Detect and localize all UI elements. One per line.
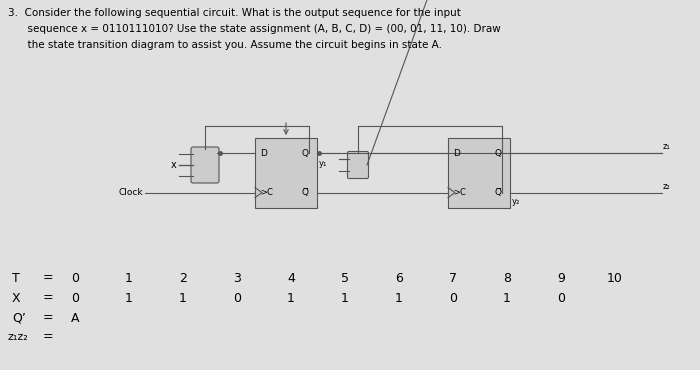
Text: 8: 8 — [503, 272, 511, 285]
Text: X: X — [12, 292, 20, 305]
FancyBboxPatch shape — [255, 138, 317, 208]
Text: 0: 0 — [71, 292, 79, 305]
Text: 1: 1 — [287, 292, 295, 305]
Text: Q: Q — [494, 149, 501, 158]
Text: 1: 1 — [503, 292, 511, 305]
Text: 7: 7 — [449, 272, 457, 285]
Text: y₂: y₂ — [512, 196, 520, 206]
Text: =: = — [43, 292, 53, 305]
Text: 1: 1 — [125, 272, 133, 285]
Text: 6: 6 — [395, 272, 403, 285]
FancyBboxPatch shape — [448, 138, 510, 208]
Text: 10: 10 — [607, 272, 623, 285]
Text: T: T — [12, 272, 20, 285]
Text: 1: 1 — [179, 292, 187, 305]
Text: x: x — [171, 160, 176, 170]
Text: the state transition diagram to assist you. Assume the circuit begins in state A: the state transition diagram to assist y… — [8, 40, 442, 50]
FancyBboxPatch shape — [347, 151, 368, 178]
Text: D: D — [453, 149, 460, 158]
Text: 4: 4 — [287, 272, 295, 285]
Text: D: D — [260, 149, 267, 158]
Text: Q̅: Q̅ — [301, 188, 308, 197]
Text: 0: 0 — [449, 292, 457, 305]
Text: >C: >C — [453, 188, 466, 197]
Text: 1: 1 — [395, 292, 403, 305]
Text: 3: 3 — [233, 272, 241, 285]
Text: 1: 1 — [341, 292, 349, 305]
Text: 9: 9 — [557, 272, 565, 285]
Text: 0: 0 — [233, 292, 241, 305]
Text: =: = — [43, 312, 53, 324]
Text: sequence x = 0110111010? Use the state assignment (A, B, C, D) = (00, 01, 11, 10: sequence x = 0110111010? Use the state a… — [8, 24, 500, 34]
Text: Q: Q — [301, 149, 308, 158]
FancyBboxPatch shape — [191, 147, 219, 183]
Text: 5: 5 — [341, 272, 349, 285]
Text: 0: 0 — [71, 272, 79, 285]
Text: 1: 1 — [125, 292, 133, 305]
Text: 0: 0 — [557, 292, 565, 305]
Text: Q’: Q’ — [12, 312, 26, 324]
Text: Q̅: Q̅ — [494, 188, 501, 197]
Text: 3.  Consider the following sequential circuit. What is the output sequence for t: 3. Consider the following sequential cir… — [8, 8, 461, 18]
Text: 2: 2 — [179, 272, 187, 285]
Text: z₂: z₂ — [663, 182, 671, 191]
Text: =: = — [43, 272, 53, 285]
Text: y₁: y₁ — [319, 159, 328, 168]
Text: =: = — [43, 330, 53, 343]
Text: z₁: z₁ — [663, 142, 671, 151]
Text: z₁z₂: z₁z₂ — [8, 332, 29, 342]
Text: A: A — [71, 312, 79, 324]
Text: Clock: Clock — [118, 188, 143, 197]
Text: >C: >C — [260, 188, 273, 197]
